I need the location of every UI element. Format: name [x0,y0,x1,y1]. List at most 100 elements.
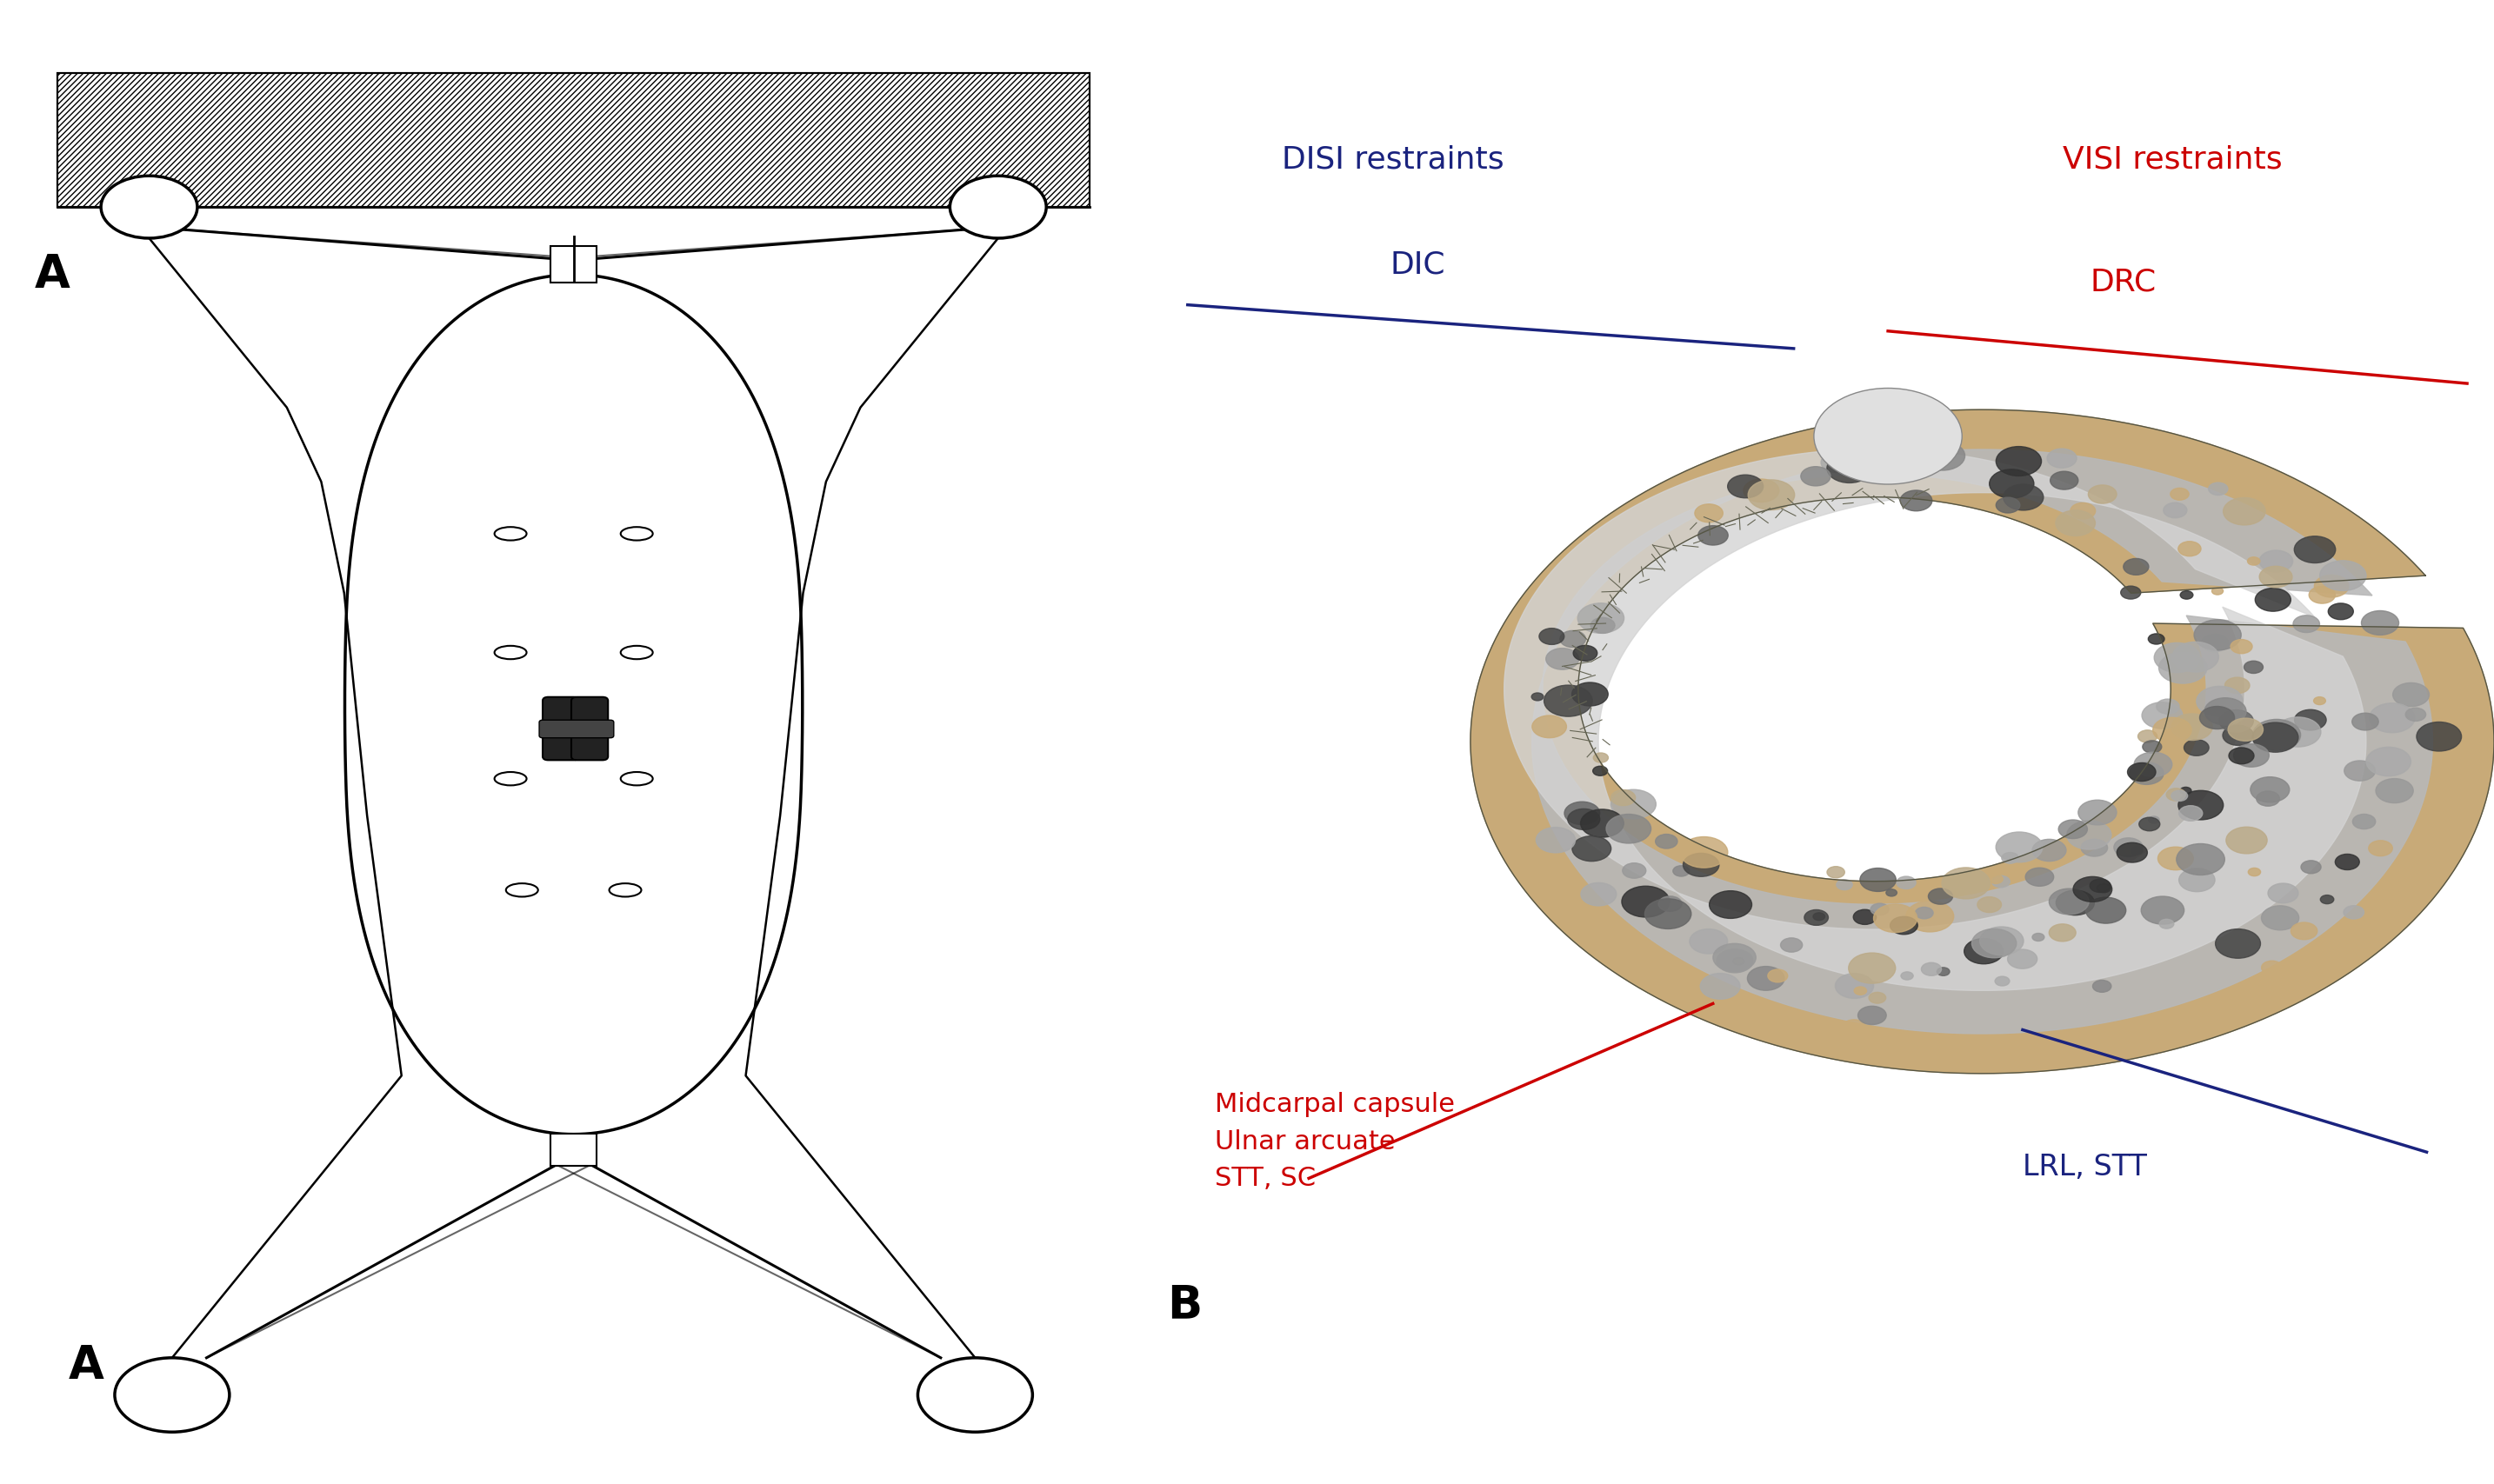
FancyBboxPatch shape [539,720,614,738]
Circle shape [1965,939,2003,965]
Circle shape [1861,868,1895,892]
Circle shape [1559,631,1586,649]
Circle shape [1708,892,1751,919]
Circle shape [2177,844,2225,876]
Circle shape [1656,834,1678,849]
Text: DISI restraints: DISI restraints [1282,145,1504,175]
Circle shape [2058,821,2087,838]
Circle shape [1581,810,1624,837]
Bar [57,74,1090,208]
Circle shape [2200,706,2235,730]
Circle shape [1978,898,2000,913]
Circle shape [2177,542,2202,556]
Circle shape [2235,745,2270,767]
Circle shape [1873,904,1918,933]
Circle shape [2202,635,2230,651]
Circle shape [2230,748,2255,764]
Circle shape [2142,741,2162,754]
Circle shape [2172,714,2212,741]
Circle shape [918,1358,1033,1432]
Circle shape [1995,976,2010,987]
Circle shape [2197,687,2242,717]
Polygon shape [1471,410,2494,1074]
Circle shape [2050,925,2075,942]
Circle shape [1683,853,1718,877]
Circle shape [2142,703,2182,729]
Circle shape [2292,923,2317,939]
Circle shape [1995,833,2043,862]
Circle shape [1698,527,1728,546]
FancyBboxPatch shape [571,697,609,760]
Circle shape [1611,789,1636,806]
Circle shape [1821,453,1853,473]
Circle shape [1564,803,1599,825]
Circle shape [2215,929,2260,959]
Circle shape [1858,1006,1885,1025]
Circle shape [1673,867,1688,877]
Circle shape [2073,877,2112,902]
Circle shape [2070,503,2095,519]
Circle shape [2329,604,2354,620]
Circle shape [2127,763,2155,782]
Circle shape [2033,933,2045,941]
Circle shape [2003,853,2018,864]
Circle shape [1531,693,1544,700]
Circle shape [2260,551,2292,573]
Circle shape [1748,481,1796,510]
Circle shape [1716,950,1753,974]
Circle shape [2255,589,2292,611]
Circle shape [2230,640,2252,654]
FancyBboxPatch shape [551,1134,596,1166]
Circle shape [2227,828,2267,853]
Circle shape [2068,821,2112,850]
Text: A: A [35,252,70,297]
Circle shape [2222,726,2255,746]
Circle shape [2294,537,2334,564]
Circle shape [1973,929,2015,959]
Circle shape [2344,761,2374,781]
Circle shape [1928,889,1953,905]
Circle shape [2172,643,2220,672]
Circle shape [1813,913,1826,920]
Circle shape [2157,699,2180,714]
Circle shape [2247,558,2260,565]
Circle shape [2092,981,2112,993]
Circle shape [1539,629,1564,646]
Circle shape [2185,741,2210,757]
Circle shape [2252,723,2299,752]
Circle shape [2377,779,2414,803]
Circle shape [1594,754,1609,763]
Circle shape [2135,752,2172,778]
Circle shape [1574,646,1596,662]
Circle shape [2055,510,2095,537]
Circle shape [1743,479,1778,503]
Circle shape [2160,653,2207,684]
Circle shape [1536,828,1576,853]
Circle shape [2162,503,2187,518]
Circle shape [1801,467,1831,487]
Circle shape [2314,576,2349,598]
Circle shape [1644,899,1691,929]
Circle shape [2319,561,2367,591]
Circle shape [1848,953,1895,984]
Circle shape [2294,709,2327,730]
Circle shape [2362,611,2399,635]
Circle shape [1748,966,1783,991]
Circle shape [2025,868,2053,886]
Text: B: B [1167,1282,1202,1327]
FancyBboxPatch shape [544,697,579,760]
Circle shape [1900,972,1913,979]
Text: VISI restraints: VISI restraints [2063,145,2282,175]
Circle shape [2205,699,2247,726]
Circle shape [1581,883,1616,907]
Polygon shape [1531,450,2432,1034]
Circle shape [2050,472,2078,490]
Circle shape [1728,475,1763,499]
Circle shape [1828,454,1873,484]
Circle shape [2160,920,2175,929]
Circle shape [1873,448,1898,466]
Circle shape [2085,898,2125,923]
Circle shape [2090,880,2110,893]
Circle shape [2003,485,2043,510]
Circle shape [2140,818,2160,831]
